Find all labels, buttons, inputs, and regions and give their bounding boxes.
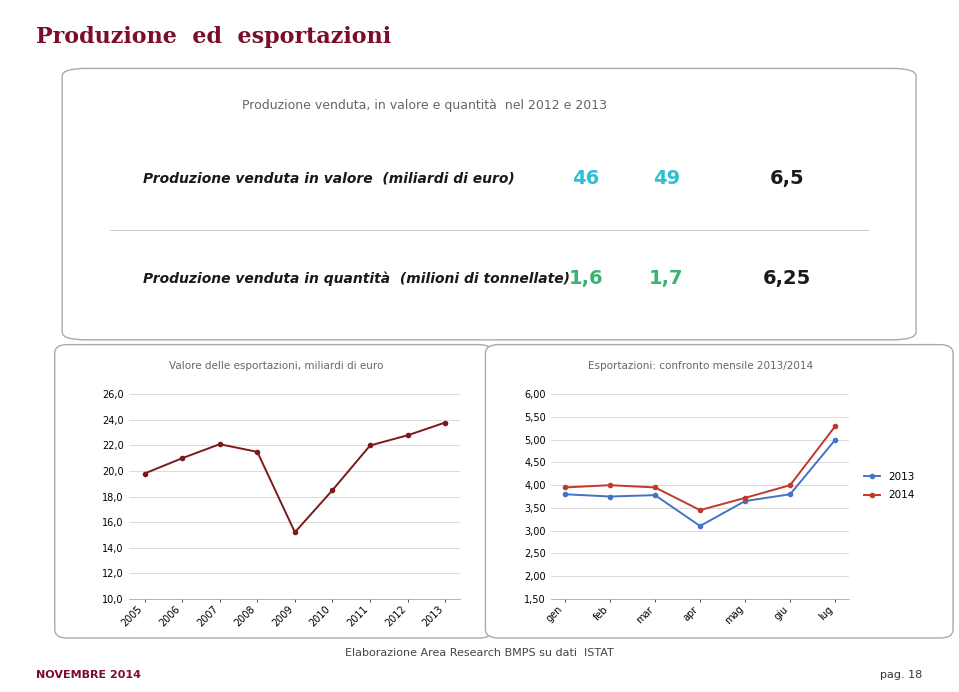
Text: Produzione venduta, in valore e quantità  nel 2012 e 2013: Produzione venduta, in valore e quantità… xyxy=(242,99,607,112)
Line: 2014: 2014 xyxy=(563,424,837,512)
Text: 6,25: 6,25 xyxy=(763,269,811,288)
2014 xyxy=(649,483,661,491)
Text: Produzione venduta in valore  (miliardi di euro): Produzione venduta in valore (miliardi d… xyxy=(143,172,514,185)
Text: Produzione  ed  esportazioni: Produzione ed esportazioni xyxy=(36,26,391,48)
Text: 1,7: 1,7 xyxy=(649,269,684,288)
FancyBboxPatch shape xyxy=(62,69,916,340)
2014 xyxy=(694,506,706,514)
Text: Esportazioni: confronto mensile 2013/2014: Esportazioni: confronto mensile 2013/201… xyxy=(588,361,812,371)
Text: 49: 49 xyxy=(653,169,680,188)
Text: Elaborazione Area Research BMPS su dati  ISTAT: Elaborazione Area Research BMPS su dati … xyxy=(345,648,614,657)
2014 xyxy=(830,422,841,430)
FancyBboxPatch shape xyxy=(485,345,953,638)
Legend: 2013, 2014: 2013, 2014 xyxy=(860,468,919,504)
Text: Produzione venduta in quantità  (milioni di tonnellate): Produzione venduta in quantità (milioni … xyxy=(143,271,570,286)
FancyBboxPatch shape xyxy=(55,345,492,638)
2013 xyxy=(559,490,571,498)
2013 xyxy=(694,522,706,530)
2014 xyxy=(784,481,796,489)
2014 xyxy=(739,493,751,502)
Text: 1,6: 1,6 xyxy=(569,269,603,288)
Text: 46: 46 xyxy=(573,169,599,188)
2013 xyxy=(784,490,796,498)
Line: 2013: 2013 xyxy=(563,438,837,528)
Text: 6,5: 6,5 xyxy=(770,169,805,188)
2013 xyxy=(739,497,751,505)
Text: pag. 18: pag. 18 xyxy=(880,671,923,680)
2013 xyxy=(830,436,841,444)
Text: NOVEMBRE 2014: NOVEMBRE 2014 xyxy=(36,671,141,680)
2014 xyxy=(559,483,571,491)
2013 xyxy=(604,493,616,501)
2013 xyxy=(649,491,661,500)
Text: Valore delle esportazioni, miliardi di euro: Valore delle esportazioni, miliardi di e… xyxy=(169,361,384,371)
2014 xyxy=(604,481,616,489)
